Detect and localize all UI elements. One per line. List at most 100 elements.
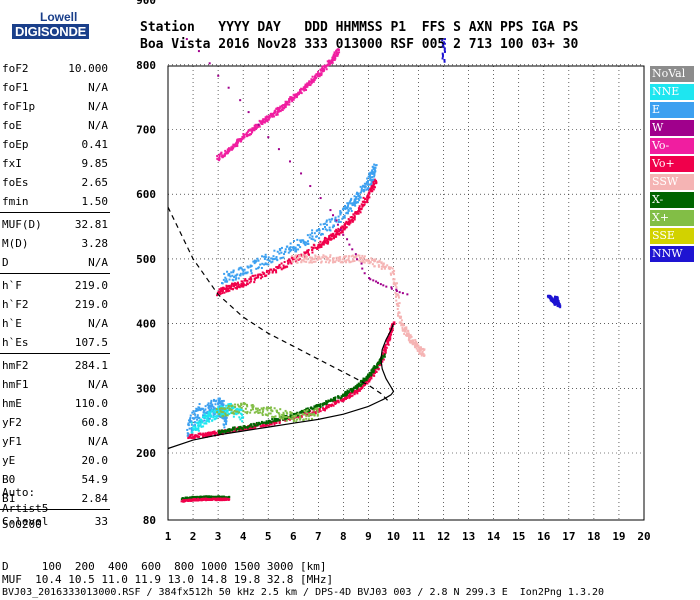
echo-point — [382, 284, 385, 287]
echo-point — [414, 346, 417, 349]
echo-point — [279, 249, 282, 252]
echo-point — [208, 420, 211, 423]
echo-point — [204, 495, 207, 498]
echo-point — [275, 269, 278, 272]
echo-point — [293, 256, 296, 259]
param-key: foF1 — [2, 81, 29, 94]
echo-point — [373, 163, 376, 166]
echo-point — [192, 496, 195, 499]
echo-point — [259, 263, 262, 266]
echo-point — [208, 412, 211, 415]
echo-point — [289, 261, 292, 264]
param-key: foEs — [2, 176, 29, 189]
echo-point — [300, 259, 303, 262]
echo-point — [382, 265, 385, 268]
echo-point — [292, 412, 295, 415]
echo-point — [247, 427, 250, 430]
echo-point — [340, 395, 343, 398]
echo-point — [351, 260, 354, 263]
param-key: MUF(D) — [2, 218, 42, 231]
echo-point — [302, 239, 305, 242]
echo-point — [280, 251, 283, 254]
echo-point — [336, 48, 339, 51]
echo-point — [272, 255, 275, 258]
echo-point — [327, 240, 330, 243]
echo-point — [239, 412, 242, 415]
echo-point — [299, 414, 302, 417]
echo-point — [221, 402, 224, 405]
echo-point — [400, 323, 403, 326]
legend-item: E — [650, 102, 694, 118]
echo-point — [192, 417, 195, 420]
echo-point — [255, 276, 258, 279]
echo-point — [275, 113, 278, 116]
echo-point — [207, 433, 210, 436]
echo-point — [295, 248, 298, 251]
echo-point — [195, 499, 198, 502]
echo-point — [339, 231, 342, 234]
echo-point — [342, 207, 345, 210]
echo-point — [232, 428, 235, 431]
echo-point — [356, 201, 359, 204]
echo-point — [231, 428, 234, 431]
echo-point — [289, 412, 292, 415]
param-value: 284.1 — [74, 359, 108, 372]
echo-point — [330, 233, 333, 236]
echo-point — [357, 197, 360, 200]
echo-point — [361, 258, 364, 261]
echo-point — [202, 411, 205, 414]
echo-point — [224, 418, 227, 421]
echo-point — [196, 435, 199, 438]
echo-point — [277, 411, 280, 414]
echo-point — [214, 495, 217, 498]
echo-point — [378, 259, 381, 262]
echo-point — [352, 219, 355, 222]
echo-point — [222, 403, 225, 406]
param-value: N/A — [88, 119, 108, 132]
echo-point — [345, 259, 348, 262]
echo-point — [418, 351, 421, 354]
echo-point — [361, 261, 364, 264]
echo-point — [300, 239, 303, 242]
echo-point — [405, 326, 408, 329]
echo-point — [342, 394, 345, 397]
echo-point — [295, 261, 298, 264]
echo-point — [304, 244, 307, 247]
echo-point — [310, 417, 313, 420]
echo-point — [247, 111, 250, 114]
echo-point — [205, 422, 208, 425]
echo-point — [238, 426, 241, 429]
echo-point — [355, 193, 358, 196]
echo-point — [204, 408, 207, 411]
echo-point — [241, 409, 244, 412]
echo-point — [354, 204, 357, 207]
echo-point — [190, 437, 193, 440]
echo-point — [331, 226, 334, 229]
echo-point — [240, 426, 243, 429]
echo-point — [282, 417, 285, 420]
echo-point — [337, 400, 340, 403]
echo-point — [234, 286, 237, 289]
echo-point — [314, 239, 317, 242]
echo-point — [373, 374, 376, 377]
echo-point — [353, 260, 356, 263]
echo-point — [387, 266, 390, 269]
echo-point — [324, 225, 327, 228]
echo-point — [335, 258, 338, 261]
echo-point — [242, 134, 245, 137]
echo-point — [264, 275, 267, 278]
echo-point — [298, 257, 301, 260]
echo-point — [232, 269, 235, 272]
echo-point — [316, 258, 319, 261]
echo-point — [354, 197, 357, 200]
echo-point — [299, 90, 302, 93]
echo-point — [352, 389, 355, 392]
echo-point — [390, 287, 393, 290]
echo-point — [264, 262, 267, 265]
echo-point — [349, 216, 352, 219]
echo-point — [286, 102, 289, 105]
echo-point — [267, 419, 270, 422]
echo-point — [550, 298, 553, 301]
echo-point — [316, 72, 319, 75]
echo-point — [211, 409, 214, 412]
